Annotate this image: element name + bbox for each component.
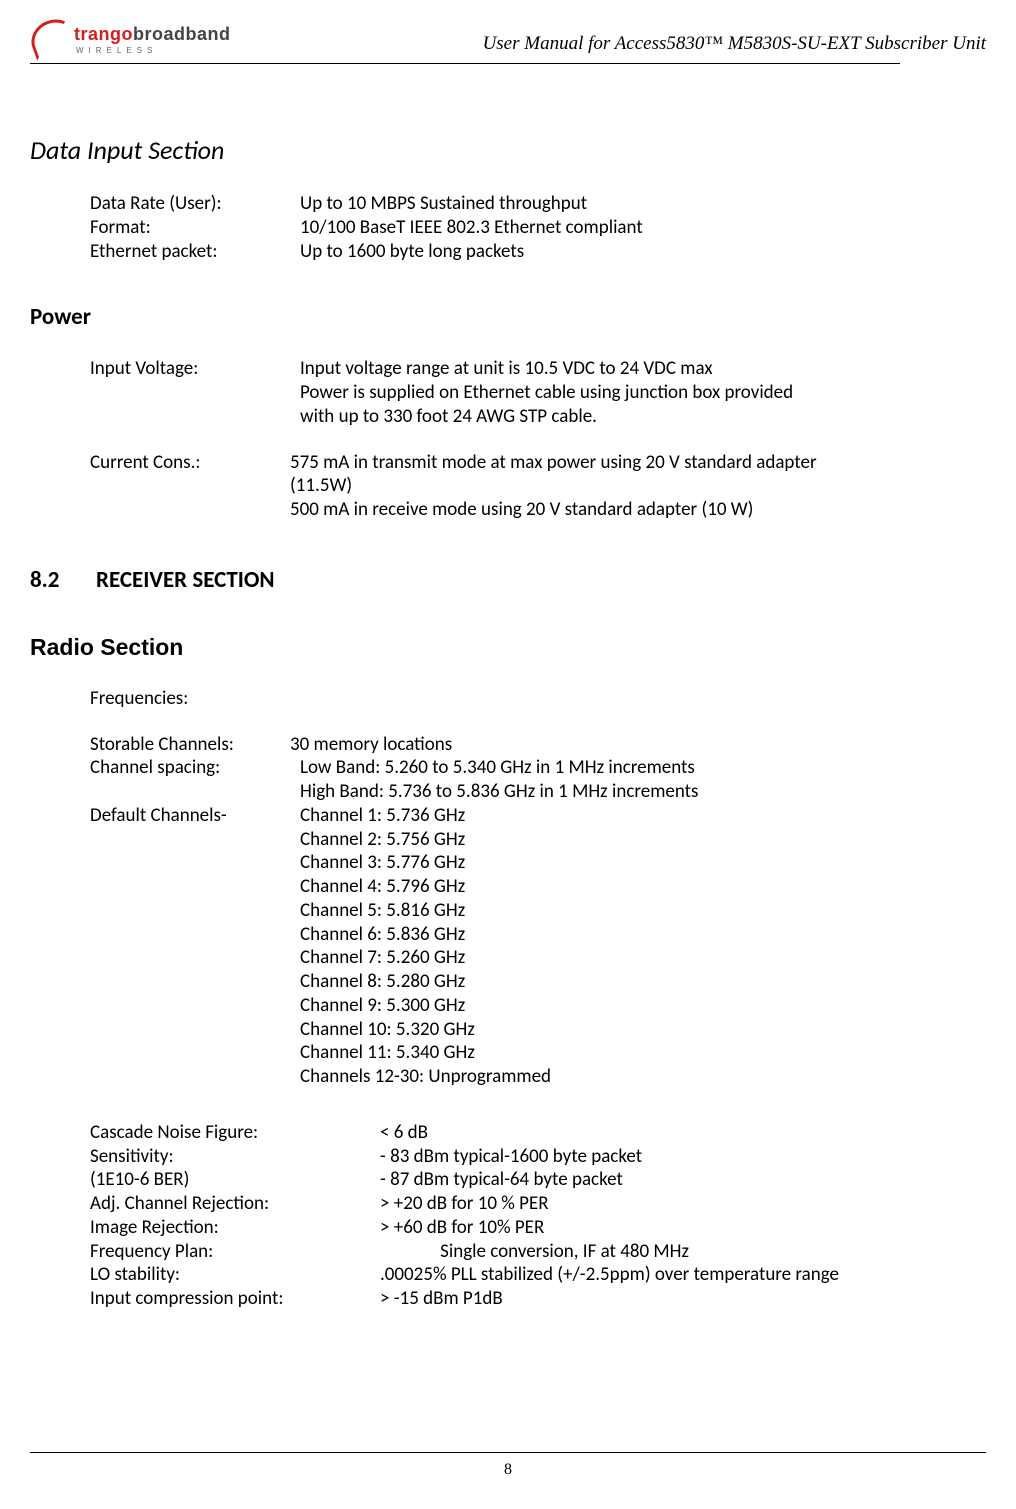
- value-line: Channel 5: 5.816 GHz: [300, 899, 986, 923]
- spec-value: Up to 10 MBPS Sustained throughput: [300, 192, 986, 216]
- value-line: Channel 10: 5.320 GHz: [300, 1018, 986, 1042]
- spec-row: (1E10-6 BER) - 87 dBm typical-64 byte pa…: [90, 1168, 986, 1192]
- value-line: 500 mA in receive mode using 20 V standa…: [290, 498, 986, 522]
- spec-label: (1E10-6 BER): [90, 1168, 380, 1192]
- spec-label: Input Voltage:: [90, 357, 300, 428]
- spec-row: Default Channels- Channel 1: 5.736 GHz C…: [90, 804, 986, 1089]
- footer-rule: [30, 1452, 986, 1453]
- logo-swoosh-icon: [30, 20, 70, 48]
- spec-row: Image Rejection: > +60 dB for 10% PER: [90, 1216, 986, 1240]
- content: Data Input Section Data Rate (User): Up …: [30, 64, 986, 1311]
- spec-row: Frequencies:: [90, 687, 986, 711]
- value-line: Channels 12-30: Unprogrammed: [300, 1065, 986, 1089]
- spec-label: Format:: [90, 216, 300, 240]
- value-line: Channel 4: 5.796 GHz: [300, 875, 986, 899]
- spec-value: Low Band: 5.260 to 5.340 GHz in 1 MHz in…: [300, 756, 986, 804]
- spec-label: Frequencies:: [90, 687, 300, 711]
- value-line: Low Band: 5.260 to 5.340 GHz in 1 MHz in…: [300, 756, 986, 780]
- value-line: High Band: 5.736 to 5.836 GHz in 1 MHz i…: [300, 780, 986, 804]
- value-line: Channel 3: 5.776 GHz: [300, 851, 986, 875]
- value-line: Power is supplied on Ethernet cable usin…: [300, 381, 986, 405]
- spec-value: 30 memory locations: [290, 733, 986, 757]
- spec-label: Storable Channels:: [90, 733, 300, 757]
- spec-label: Cascade Noise Figure:: [90, 1121, 380, 1145]
- radio-block: Frequencies: Storable Channels: 30 memor…: [90, 687, 986, 1311]
- spec-value: > +20 dB for 10 % PER: [380, 1192, 986, 1216]
- spec-label: Input compression point:: [90, 1287, 380, 1311]
- value-line: Channel 8: 5.280 GHz: [300, 970, 986, 994]
- spec-row: Input compression point: > -15 dBm P1dB: [90, 1287, 986, 1311]
- spec-row: Cascade Noise Figure: < 6 dB: [90, 1121, 986, 1145]
- spec-row: Current Cons.: 575 mA in transmit mode a…: [90, 451, 986, 522]
- spec-label: Adj. Channel Rejection:: [90, 1192, 380, 1216]
- spec-row: Input Voltage: Input voltage range at un…: [90, 357, 986, 428]
- value-line: Channel 1: 5.736 GHz: [300, 804, 986, 828]
- page-footer: 8: [30, 1452, 986, 1479]
- value-line: (11.5W): [290, 474, 986, 498]
- section-title: RECEIVER SECTION: [96, 566, 275, 594]
- heading-power: Power: [30, 303, 986, 331]
- logo-text: trangobroadband: [74, 24, 231, 45]
- spec-label: Ethernet packet:: [90, 240, 300, 264]
- heading-data-input: Data Input Section: [30, 134, 986, 166]
- data-input-block: Data Rate (User): Up to 10 MBPS Sustaine…: [90, 192, 986, 263]
- heading-radio: Radio Section: [30, 634, 986, 661]
- spec-row: Data Rate (User): Up to 10 MBPS Sustaine…: [90, 192, 986, 216]
- spec-value: 10/100 BaseT IEEE 802.3 Ethernet complia…: [300, 216, 986, 240]
- logo-top: trangobroadband: [30, 20, 231, 48]
- spec-value: Single conversion, IF at 480 MHz: [380, 1240, 986, 1264]
- value-line: Channel 7: 5.260 GHz: [300, 946, 986, 970]
- spec-label: Data Rate (User):: [90, 192, 300, 216]
- value-line: Channel 6: 5.836 GHz: [300, 923, 986, 947]
- heading-receiver: 8.2RECEIVER SECTION: [30, 566, 986, 594]
- logo-word-2: broadband: [133, 24, 231, 44]
- spec-label: Current Cons.:: [90, 451, 300, 522]
- spec-row: Ethernet packet: Up to 1600 byte long pa…: [90, 240, 986, 264]
- spec-value: Input voltage range at unit is 10.5 VDC …: [300, 357, 986, 428]
- logo-word-1: trango: [74, 24, 133, 44]
- spec-label: Frequency Plan:: [90, 1240, 380, 1264]
- spec-label: Channel spacing:: [90, 756, 300, 804]
- spec-value: .00025% PLL stabilized (+/-2.5ppm) over …: [380, 1263, 986, 1287]
- value-line: with up to 330 foot 24 AWG STP cable.: [300, 405, 986, 429]
- spec-value: Up to 1600 byte long packets: [300, 240, 986, 264]
- spec-value: 575 mA in transmit mode at max power usi…: [290, 451, 986, 522]
- spec-value: - 87 dBm typical-64 byte packet: [380, 1168, 986, 1192]
- power-block: Input Voltage: Input voltage range at un…: [90, 357, 986, 522]
- spec-value: - 83 dBm typical-1600 byte packet: [380, 1145, 986, 1169]
- spec-row: Channel spacing: Low Band: 5.260 to 5.34…: [90, 756, 986, 804]
- document-title: User Manual for Access5830™ M5830S-SU-EX…: [483, 33, 986, 55]
- spec-row: Sensitivity: - 83 dBm typical-1600 byte …: [90, 1145, 986, 1169]
- value-line: 575 mA in transmit mode at max power usi…: [290, 451, 986, 475]
- value-line: Channel 11: 5.340 GHz: [300, 1041, 986, 1065]
- value-line: Input voltage range at unit is 10.5 VDC …: [300, 357, 986, 381]
- spec-value: > -15 dBm P1dB: [380, 1287, 986, 1311]
- logo-subtext: WIRELESS: [76, 46, 157, 55]
- section-number: 8.2: [30, 566, 96, 594]
- spec-row: Adj. Channel Rejection: > +20 dB for 10 …: [90, 1192, 986, 1216]
- spec-row: Frequency Plan: Single conversion, IF at…: [90, 1240, 986, 1264]
- spec-value: Channel 1: 5.736 GHz Channel 2: 5.756 GH…: [300, 804, 986, 1089]
- spec-label: LO stability:: [90, 1263, 380, 1287]
- page-number: 8: [30, 1461, 986, 1479]
- spec-row: Storable Channels: 30 memory locations: [90, 733, 986, 757]
- page: trangobroadband WIRELESS User Manual for…: [0, 0, 1016, 1509]
- spec-row: LO stability: .00025% PLL stabilized (+/…: [90, 1263, 986, 1287]
- value-line: Channel 9: 5.300 GHz: [300, 994, 986, 1018]
- spec-value: < 6 dB: [380, 1121, 986, 1145]
- spec-value: > +60 dB for 10% PER: [380, 1216, 986, 1240]
- spec-label: Image Rejection:: [90, 1216, 380, 1240]
- logo: trangobroadband WIRELESS: [30, 20, 231, 55]
- value-line: Channel 2: 5.756 GHz: [300, 828, 986, 852]
- spec-row: Format: 10/100 BaseT IEEE 802.3 Ethernet…: [90, 216, 986, 240]
- page-header: trangobroadband WIRELESS User Manual for…: [30, 20, 986, 59]
- spec-label: Default Channels-: [90, 804, 300, 1089]
- spec-label: Sensitivity:: [90, 1145, 380, 1169]
